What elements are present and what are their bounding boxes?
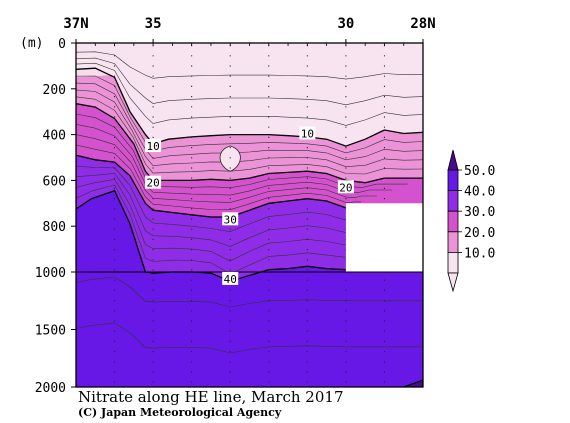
y-tick-label: 2000 — [35, 381, 66, 396]
contour-label-bg — [145, 175, 162, 189]
contour-loop — [219, 145, 241, 172]
contour-label: 10 — [301, 127, 314, 140]
chart-title: Nitrate along HE line, March 2017 — [78, 388, 344, 406]
colorbar-band — [447, 251, 459, 274]
colorbar-band — [447, 210, 459, 233]
y-tick-label: 1500 — [35, 324, 66, 339]
y-axis: 0 200 400 600 800 1000 1500 2000 (m) — [20, 36, 76, 396]
x-tick-label: 28N — [410, 16, 435, 32]
colorbar: 50.0 40.0 30.0 20.0 10.0 — [447, 149, 495, 293]
contour-major-lines — [76, 67, 423, 387]
isoline-c50 — [403, 379, 423, 387]
no-data-region — [345, 203, 423, 272]
contour-thin-line — [76, 62, 423, 126]
colorbar-label: 40.0 — [464, 185, 495, 200]
contour-thin-line — [76, 113, 408, 189]
colorbar-label: 10.0 — [464, 246, 495, 261]
colorbar-band — [447, 231, 459, 253]
contour-thin-line — [76, 178, 346, 262]
x-tick-label: 37N — [63, 16, 88, 32]
y-tick-label: 800 — [43, 220, 66, 235]
contour-label-bg — [337, 180, 354, 194]
contour-thin-line — [76, 57, 423, 106]
contour-labels: 10 10 20 20 30 40 — [145, 126, 354, 286]
contour-thin-line — [76, 173, 346, 247]
contour-thin-lines — [76, 51, 423, 354]
colorbar-label: 20.0 — [464, 226, 495, 241]
contour-label-bg — [222, 271, 239, 285]
y-tick-label: 600 — [43, 174, 66, 189]
colorbar-band — [447, 190, 459, 212]
colorbar-arrow-top — [447, 149, 459, 171]
contour-thin-line — [76, 184, 346, 275]
y-tick-label: 1000 — [35, 266, 66, 281]
contour-thin-line — [76, 96, 423, 175]
contour-thin-line — [76, 276, 423, 308]
credit-text: (C) Japan Meteorological Agency — [78, 406, 282, 419]
contour-thin-line — [76, 144, 362, 211]
contour-label-bg — [222, 212, 239, 226]
contour-label: 10 — [146, 140, 159, 153]
y-tick-label: 400 — [43, 129, 66, 144]
x-axis: 37N 35 30 28N — [63, 16, 436, 46]
isoline-c20 — [76, 103, 423, 184]
colorbar-band — [447, 169, 459, 192]
contour-thin-line — [76, 51, 423, 80]
colorbar-label: 30.0 — [464, 205, 495, 220]
contour-label-bg — [145, 139, 162, 153]
fill-c10 — [76, 43, 423, 147]
contour-thin-line — [76, 165, 346, 233]
contour-label: 20 — [146, 177, 159, 190]
y-tick-label: 200 — [43, 83, 66, 98]
contour-label: 20 — [339, 181, 352, 194]
x-tick-label: 30 — [337, 16, 354, 32]
colorbar-label: 50.0 — [464, 164, 495, 179]
contour-label: 30 — [224, 213, 237, 226]
y-tick-label: 0 — [58, 37, 66, 52]
contour-thin-line — [76, 75, 423, 154]
contour-thin-line — [76, 322, 423, 354]
y-unit-label: (m) — [20, 36, 43, 51]
contour-thin-line — [76, 134, 377, 203]
isoline-c30 — [76, 154, 347, 218]
colorbar-arrow-bottom — [447, 272, 459, 293]
x-tick-label: 35 — [145, 16, 162, 32]
contour-label: 40 — [224, 273, 237, 286]
contour-thin-line — [76, 124, 393, 196]
contour-label-bg — [299, 126, 316, 140]
contour-thin-line — [76, 82, 423, 161]
isoline-c10 — [76, 67, 423, 147]
